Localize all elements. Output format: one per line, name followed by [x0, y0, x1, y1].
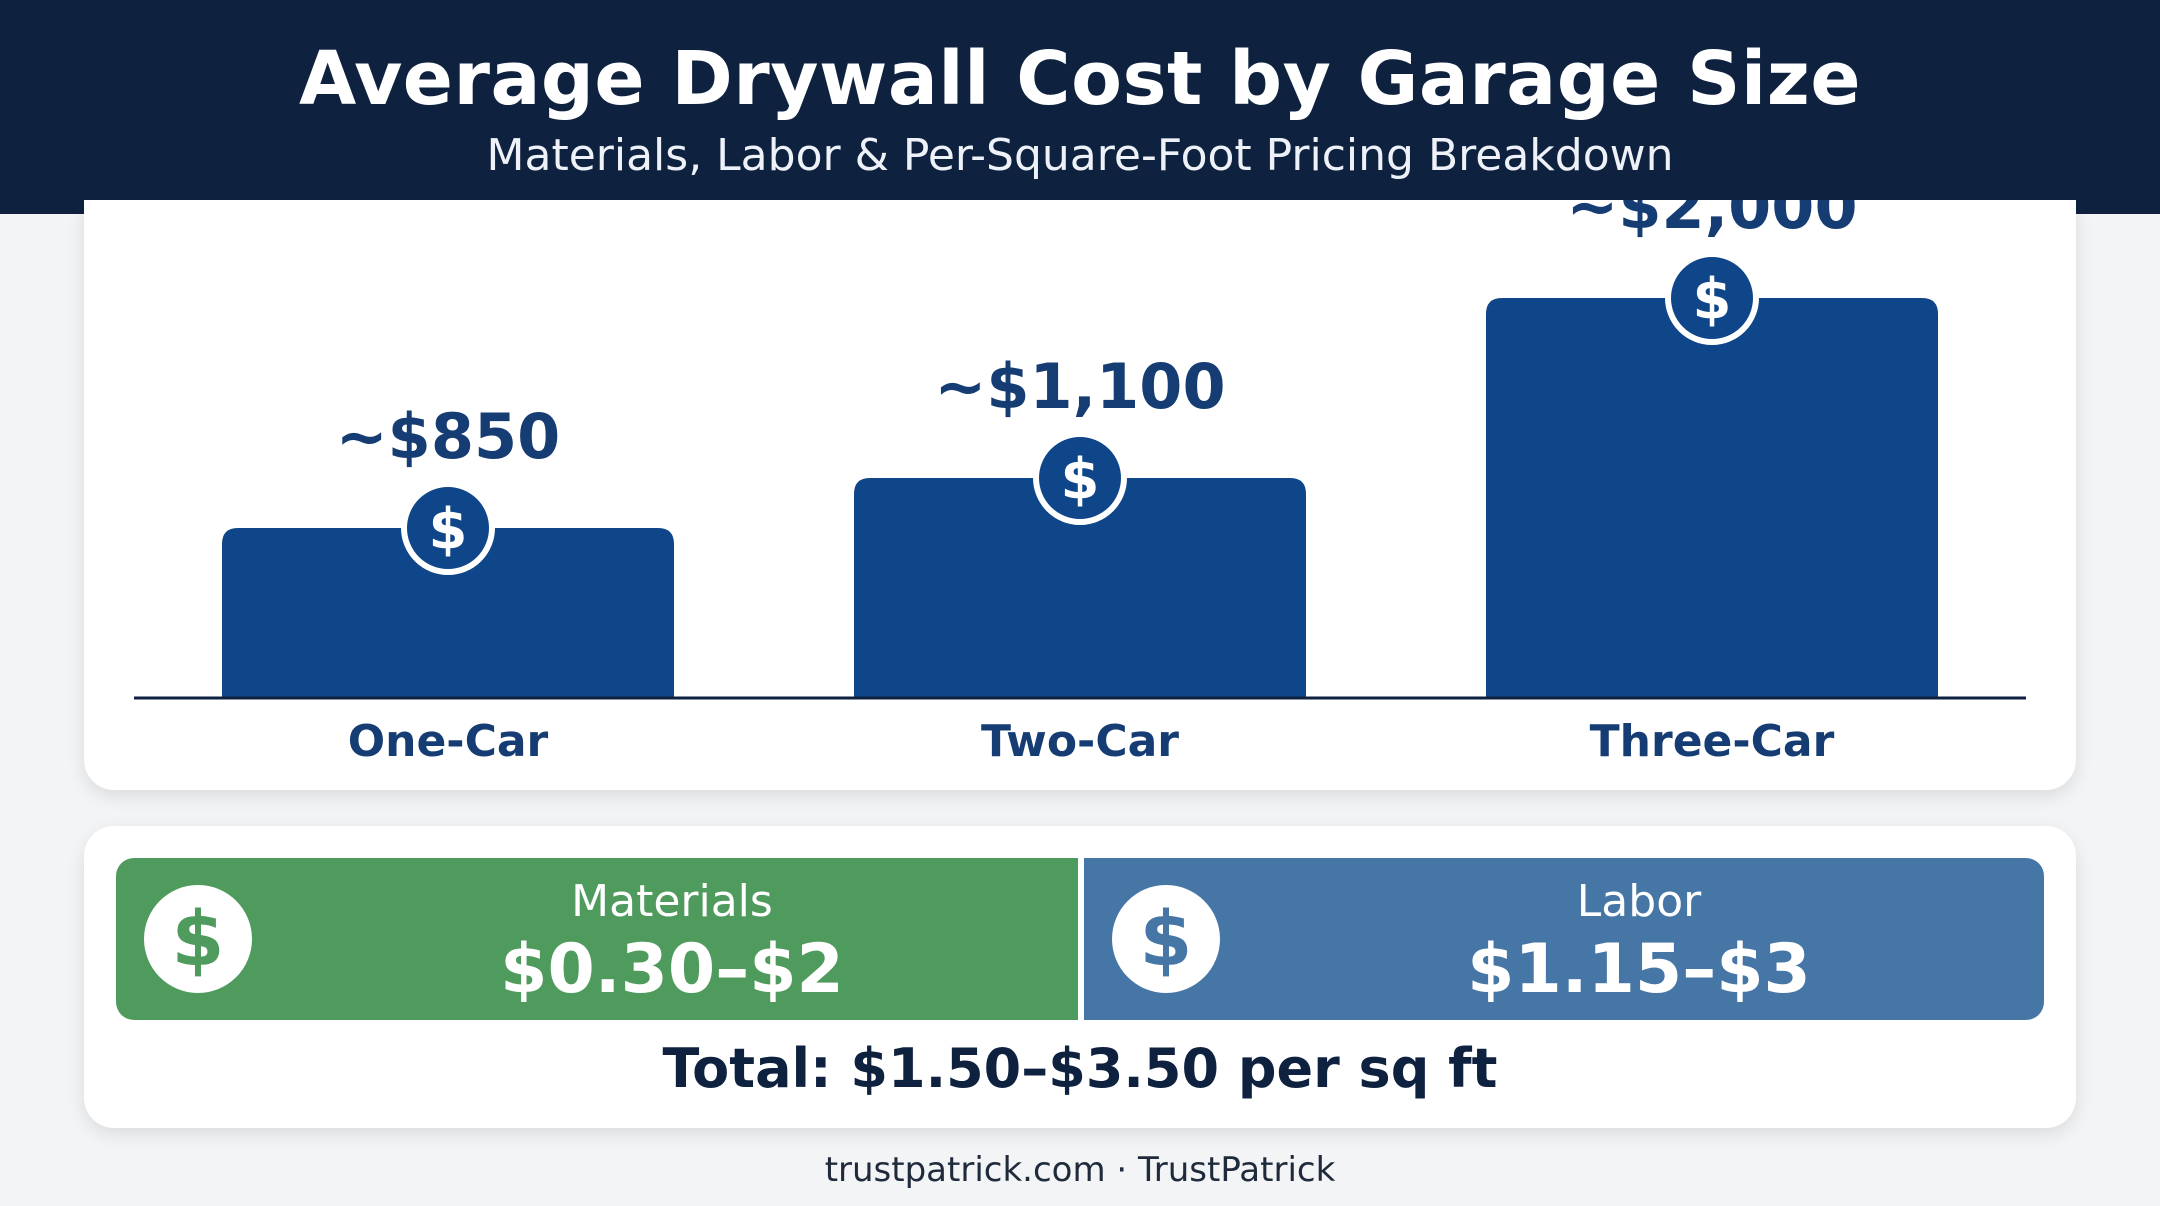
- header-banner: Average Drywall Cost by Garage Size Mate…: [0, 0, 2160, 214]
- data-label: ~$850: [336, 400, 561, 473]
- labor-value: $1.15–$3: [1467, 930, 1811, 1009]
- materials-label: Materials: [571, 876, 773, 927]
- dollar-icon-glyph: $: [429, 497, 468, 562]
- bar: [1486, 298, 1938, 698]
- dollar-icon: [401, 481, 495, 575]
- category-label: Two-Car: [981, 716, 1179, 767]
- dollar-icon-glyph: $: [1693, 267, 1732, 332]
- footer-credit: trustpatrick.com · TrustPatrick: [824, 1150, 1336, 1190]
- materials-panel: $ Materials $0.30–$2: [116, 858, 1078, 1020]
- chart-subtitle: Materials, Labor & Per-Square-Foot Prici…: [486, 130, 1674, 181]
- dollar-icon: [1665, 251, 1759, 345]
- bar: [854, 478, 1306, 698]
- bar: [222, 528, 674, 698]
- labor-panel: $ Labor $1.15–$3: [1084, 858, 2044, 1020]
- cost-breakdown-card: $ Materials $0.30–$2 $ Labor $1.15–$3 To…: [84, 826, 2076, 1128]
- category-label: Three-Car: [1590, 716, 1835, 767]
- chart-card: $ ~$850 One-Car $ ~$1,100 Two-Car $ ~$2,000 Thre…: [84, 200, 2076, 790]
- chart-title: Average Drywall Cost by Garage Size: [298, 36, 1862, 122]
- materials-value: $0.30–$2: [500, 930, 844, 1009]
- dollar-icon: $: [1112, 885, 1220, 993]
- dollar-icon: $: [144, 885, 252, 993]
- bar-chart: $ ~$850 One-Car $ ~$1,100 Two-Car $ ~$2,000 Thre…: [134, 200, 2026, 767]
- data-label: ~$2,000: [1566, 200, 1857, 243]
- total-cost: Total: $1.50–$3.50 per sq ft: [662, 1037, 1498, 1100]
- labor-label: Labor: [1576, 876, 1702, 927]
- data-label: ~$1,100: [934, 350, 1225, 423]
- category-label: One-Car: [348, 716, 549, 767]
- dollar-icon-glyph: $: [1061, 447, 1100, 512]
- dollar-icon: [1033, 431, 1127, 525]
